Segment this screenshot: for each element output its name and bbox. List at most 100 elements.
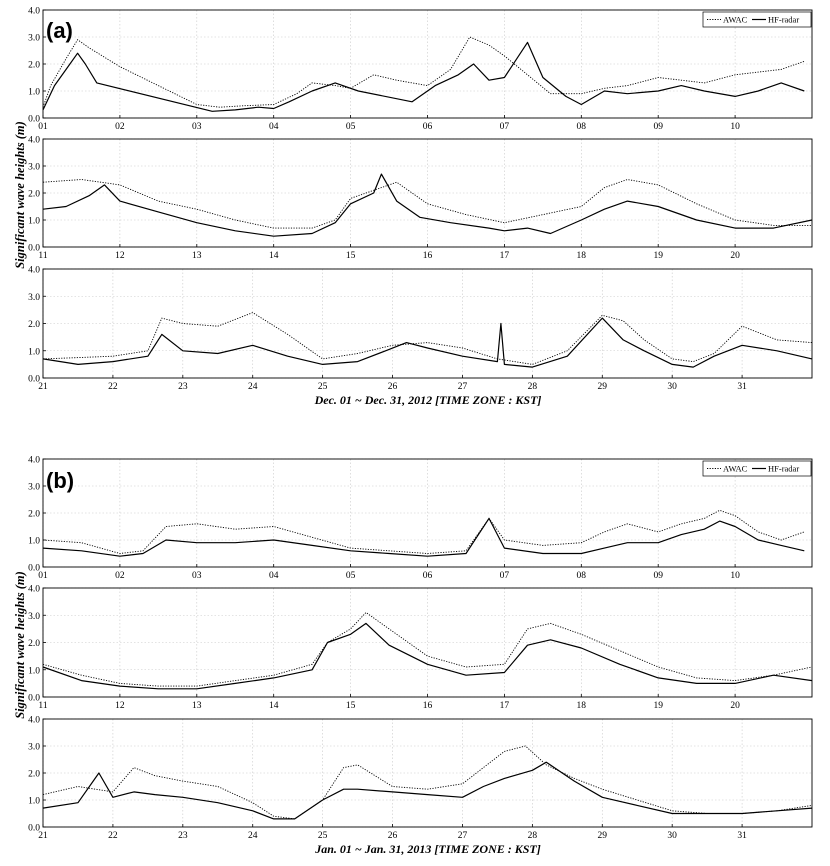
plot-frame bbox=[42, 587, 813, 698]
subplot-row: 0.0 1.0 2.0 3.0 4.0 01 02 03 04 05 06 07 08 09 10 AWAC H… bbox=[28, 456, 813, 581]
series-line-awac bbox=[42, 179, 812, 229]
y-tick-label: 4.0 bbox=[28, 456, 40, 466]
x-tick-label: 27 bbox=[458, 831, 468, 841]
x-axis-caption: Jan. 01 ~ Jan. 31, 2013 [TIME ZONE : KST… bbox=[314, 842, 541, 856]
x-tick-label: 29 bbox=[598, 831, 608, 841]
x-tick-label: 19 bbox=[653, 251, 663, 261]
y-tick-label: 0.0 bbox=[28, 115, 40, 125]
x-tick-label: 09 bbox=[653, 122, 663, 132]
x-tick-label: 22 bbox=[108, 382, 118, 392]
x-tick-label: 01 bbox=[38, 571, 48, 581]
legend: AWAC HF-radar bbox=[702, 11, 812, 28]
series-line-awac bbox=[42, 509, 805, 554]
y-tick-label: 3.0 bbox=[28, 34, 40, 44]
x-tick-label: 17 bbox=[500, 701, 510, 711]
x-tick-label: 28 bbox=[528, 831, 538, 841]
legend-label-hf-radar: HF-radar bbox=[768, 464, 799, 474]
x-tick-label: 22 bbox=[108, 831, 118, 841]
y-tick-label: 2.0 bbox=[28, 510, 40, 520]
legend-label-awac: AWAC bbox=[723, 15, 748, 25]
x-axis-caption: Dec. 01 ~ Dec. 31, 2012 [TIME ZONE : KST… bbox=[314, 393, 542, 407]
subplot-row: 0.0 1.0 2.0 3.0 4.0 11 12 13 14 15 16 17 18 19 20 bbox=[28, 136, 813, 261]
x-tick-label: 23 bbox=[178, 831, 188, 841]
plot-frame bbox=[42, 268, 813, 379]
x-tick-label: 20 bbox=[730, 251, 740, 261]
series-line-hf-radar bbox=[42, 622, 813, 690]
x-tick-label: 19 bbox=[653, 701, 663, 711]
subplot-row: 0.0 1.0 2.0 3.0 4.0 21 22 23 24 25 26 27 28 29 30 31 bbox=[28, 266, 813, 392]
y-tick-label: 2.0 bbox=[28, 61, 40, 71]
x-tick-label: 30 bbox=[667, 382, 677, 392]
panel-label: (a) bbox=[46, 18, 73, 43]
x-tick-label: 30 bbox=[667, 831, 677, 841]
x-tick-label: 08 bbox=[577, 122, 587, 132]
x-tick-label: 09 bbox=[653, 571, 663, 581]
y-tick-label: 3.0 bbox=[28, 743, 40, 753]
series-line-awac bbox=[42, 312, 813, 365]
x-tick-label: 24 bbox=[248, 831, 258, 841]
y-tick-label: 1.0 bbox=[28, 666, 40, 676]
y-tick-label: 4.0 bbox=[28, 585, 40, 595]
x-tick-label: 12 bbox=[115, 701, 125, 711]
x-tick-label: 18 bbox=[577, 701, 587, 711]
x-tick-label: 03 bbox=[192, 122, 202, 132]
series-line-hf-radar bbox=[42, 761, 813, 820]
x-tick-label: 07 bbox=[500, 571, 510, 581]
series-line-awac bbox=[42, 36, 805, 108]
x-tick-label: 25 bbox=[318, 831, 328, 841]
y-axis-label: Significant wave heights (m) bbox=[13, 571, 27, 719]
series-line-hf-radar bbox=[42, 41, 805, 112]
y-tick-label: 0.0 bbox=[28, 564, 40, 574]
x-tick-label: 28 bbox=[528, 382, 538, 392]
y-tick-label: 3.0 bbox=[28, 612, 40, 622]
panel-label: (b) bbox=[46, 468, 74, 493]
x-tick-label: 05 bbox=[346, 122, 356, 132]
x-tick-label: 02 bbox=[115, 571, 125, 581]
y-tick-label: 2.0 bbox=[28, 639, 40, 649]
y-tick-label: 3.0 bbox=[28, 483, 40, 493]
series-line-hf-radar bbox=[42, 517, 805, 557]
panel-b: 0.0 1.0 2.0 3.0 4.0 01 02 03 04 05 06 07 08 09 10 AWAC H… bbox=[13, 456, 813, 856]
x-tick-label: 07 bbox=[500, 122, 510, 132]
y-tick-label: 4.0 bbox=[28, 136, 40, 146]
y-tick-label: 4.0 bbox=[28, 266, 40, 276]
x-tick-label: 11 bbox=[38, 251, 47, 261]
x-tick-label: 15 bbox=[346, 701, 356, 711]
x-tick-label: 13 bbox=[192, 701, 202, 711]
x-tick-label: 14 bbox=[269, 701, 279, 711]
x-tick-label: 04 bbox=[269, 122, 279, 132]
x-tick-label: 20 bbox=[730, 701, 740, 711]
series-line-hf-radar bbox=[42, 317, 813, 368]
subplot-row: 0.0 1.0 2.0 3.0 4.0 01 02 03 04 05 06 07 08 09 10 AWAC H… bbox=[28, 7, 813, 132]
x-tick-label: 26 bbox=[388, 382, 398, 392]
y-tick-label: 0.0 bbox=[28, 244, 40, 254]
x-tick-label: 16 bbox=[423, 251, 433, 261]
x-tick-label: 21 bbox=[38, 382, 48, 392]
x-tick-label: 15 bbox=[346, 251, 356, 261]
x-tick-label: 11 bbox=[38, 701, 47, 711]
x-tick-label: 25 bbox=[318, 382, 328, 392]
subplot-row: 0.0 1.0 2.0 3.0 4.0 11 12 13 14 15 16 17 18 19 20 bbox=[28, 585, 813, 711]
y-tick-label: 1.0 bbox=[28, 347, 40, 357]
x-tick-label: 02 bbox=[115, 122, 125, 132]
x-tick-label: 05 bbox=[346, 571, 356, 581]
x-tick-label: 13 bbox=[192, 251, 202, 261]
x-tick-label: 06 bbox=[423, 122, 433, 132]
x-tick-label: 21 bbox=[38, 831, 48, 841]
x-tick-label: 26 bbox=[388, 831, 398, 841]
y-tick-label: 2.0 bbox=[28, 320, 40, 330]
y-tick-label: 1.0 bbox=[28, 217, 40, 227]
y-tick-label: 4.0 bbox=[28, 716, 40, 726]
x-tick-label: 14 bbox=[269, 251, 279, 261]
series-line-hf-radar bbox=[42, 173, 813, 237]
x-tick-label: 04 bbox=[269, 571, 279, 581]
panel-a: 0.0 1.0 2.0 3.0 4.0 01 02 03 04 05 06 07 08 09 10 AWAC H… bbox=[13, 7, 813, 407]
x-tick-label: 01 bbox=[38, 122, 48, 132]
x-tick-label: 24 bbox=[248, 382, 258, 392]
x-tick-label: 17 bbox=[500, 251, 510, 261]
x-tick-label: 08 bbox=[577, 571, 587, 581]
x-tick-label: 12 bbox=[115, 251, 125, 261]
y-axis-label: Significant wave heights (m) bbox=[13, 121, 27, 269]
y-tick-label: 4.0 bbox=[28, 7, 40, 17]
